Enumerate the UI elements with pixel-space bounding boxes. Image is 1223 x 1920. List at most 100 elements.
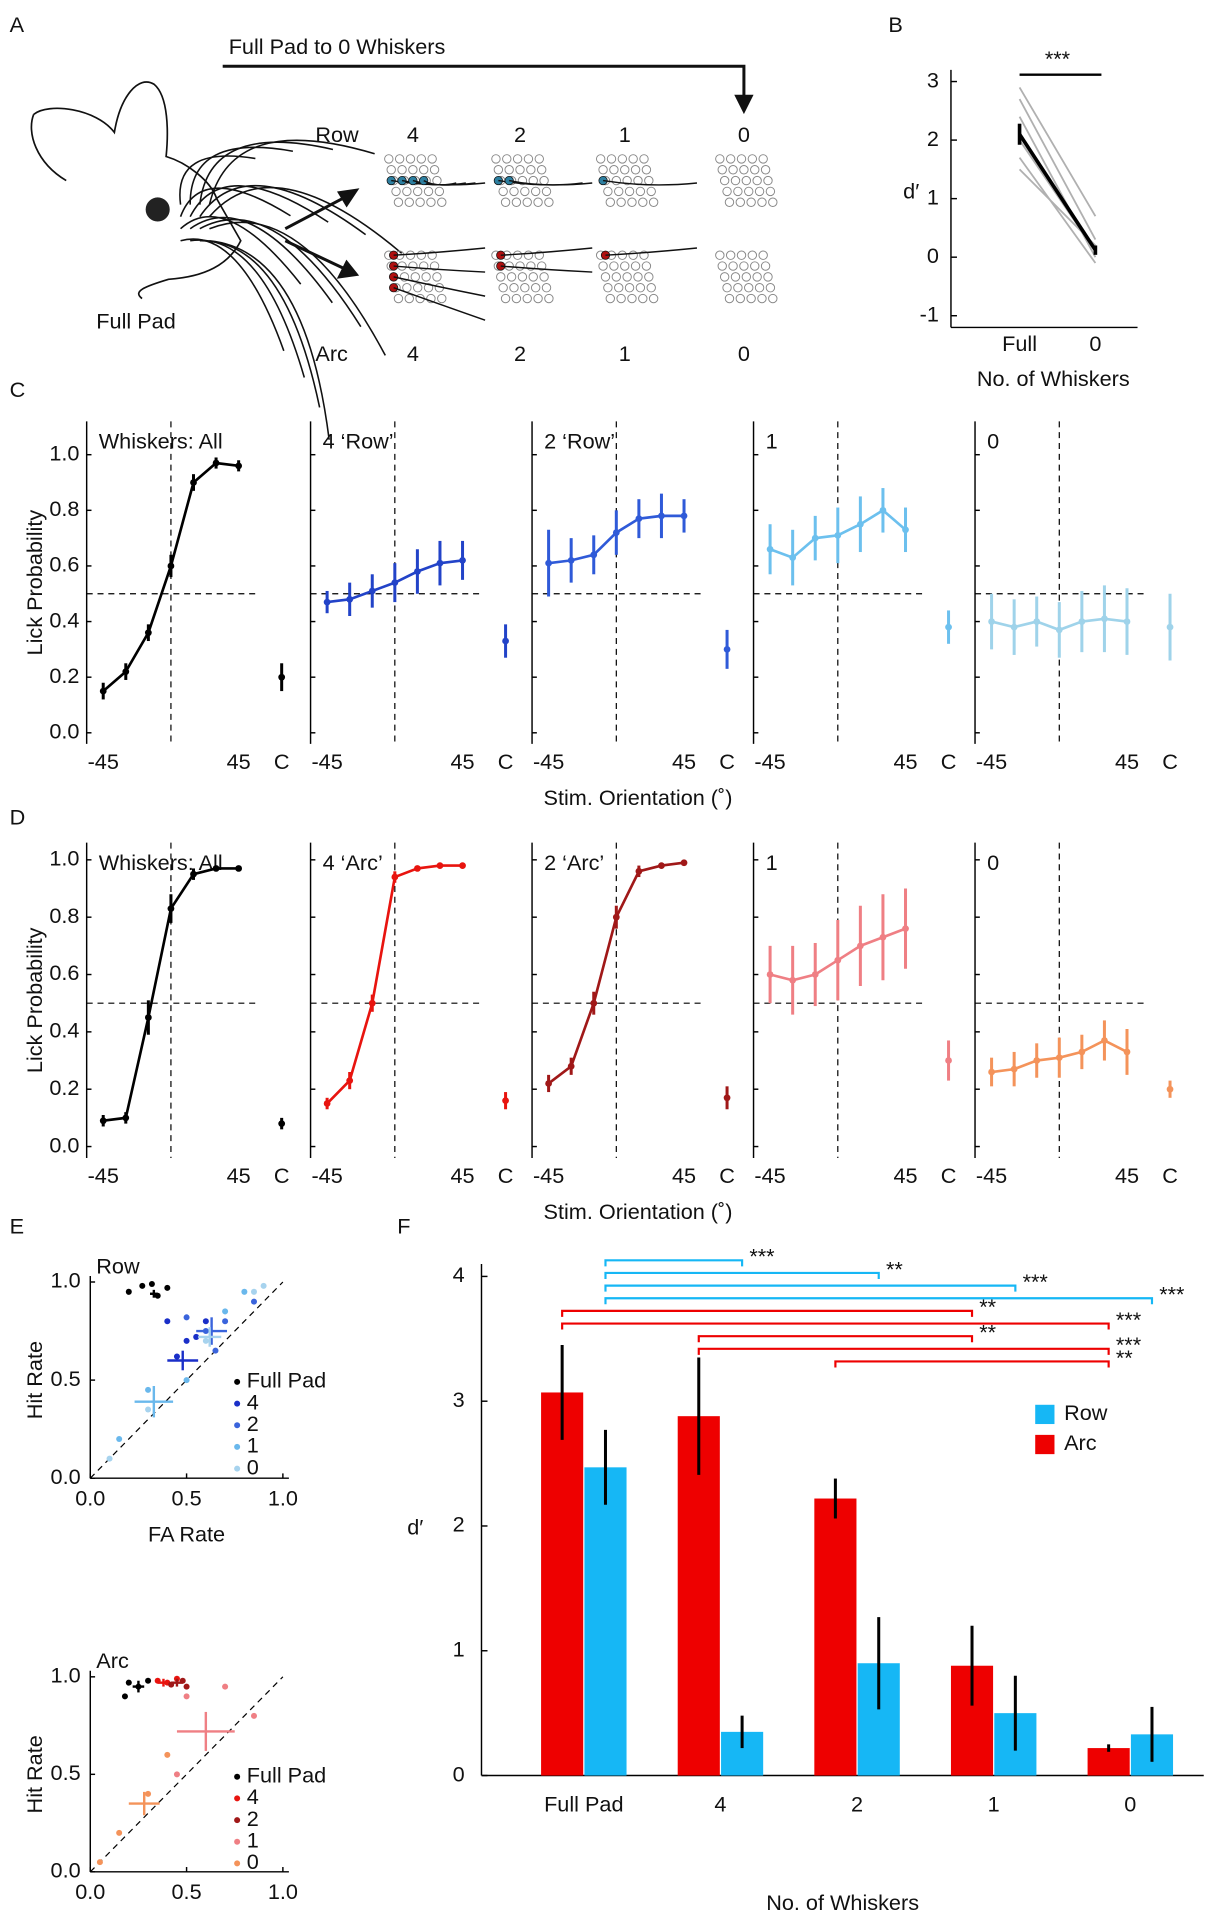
- x-tick-label: 2: [851, 1791, 863, 1816]
- mean-point: [144, 629, 152, 637]
- mean-point: [368, 587, 376, 595]
- follicle: [609, 165, 619, 175]
- follicle: [719, 272, 730, 282]
- x-tick-label: 0: [1089, 331, 1101, 356]
- scatter-point: [260, 1282, 267, 1289]
- catch-point: [723, 1094, 731, 1102]
- follicle: [746, 293, 756, 304]
- spared-whisker-shaft: [393, 276, 486, 297]
- follicle: [429, 165, 440, 175]
- follicle: [630, 165, 641, 175]
- follicle: [758, 154, 768, 164]
- follicle: [416, 250, 427, 260]
- y-axis-label: Lick Probability: [22, 510, 47, 656]
- x-tick-label: -45: [976, 1163, 1007, 1188]
- follicle: [638, 293, 648, 304]
- y-tick-label: 0.2: [49, 1075, 79, 1100]
- mean-point: [323, 598, 331, 606]
- bar: [541, 1392, 584, 1776]
- mean-point: [144, 1014, 152, 1021]
- follicle: [526, 165, 536, 175]
- catch-label: C: [1162, 1163, 1178, 1188]
- follicle: [757, 293, 767, 304]
- significance-label: **: [886, 1256, 903, 1281]
- mean-point: [879, 933, 887, 941]
- follicle: [522, 293, 532, 304]
- follicle: [598, 261, 608, 271]
- mean-point: [167, 562, 175, 570]
- mean-point: [414, 865, 421, 872]
- follicle: [739, 261, 749, 271]
- scatter-point: [164, 1318, 171, 1325]
- legend-label: 2: [247, 1411, 259, 1436]
- subject-line: [1018, 157, 1097, 264]
- x-tick-label: 45: [672, 1163, 696, 1188]
- scatter-point: [222, 1683, 229, 1690]
- spared-whisker-shaft: [605, 247, 698, 256]
- mean-point: [212, 459, 220, 467]
- panel-title: 4 ‘Row’: [323, 429, 394, 454]
- catch-label: C: [941, 1163, 957, 1188]
- y-tick-label: 0.0: [51, 1858, 81, 1883]
- mean-point: [590, 551, 598, 559]
- follicle: [736, 154, 747, 164]
- x-tick-label: 45: [893, 749, 917, 774]
- mean-point: [1033, 618, 1041, 625]
- follicle: [628, 250, 638, 260]
- follicle: [728, 165, 738, 175]
- follicle: [639, 250, 649, 260]
- mean-point: [190, 479, 197, 486]
- mean-point: [612, 913, 620, 921]
- mean-point: [612, 529, 620, 536]
- panel-label: C: [10, 377, 26, 402]
- x-tick-label: 0.0: [75, 1486, 105, 1511]
- follicle: [528, 272, 538, 282]
- spared-whisker-shaft: [393, 247, 486, 256]
- scatter-point: [139, 1282, 146, 1289]
- x-tick-label: -45: [533, 1163, 564, 1188]
- whisker-grids: [384, 154, 778, 321]
- follicle: [616, 197, 626, 207]
- significance-label: **: [979, 1294, 996, 1319]
- bar: [677, 1416, 720, 1776]
- x-tick-label: 45: [227, 1163, 251, 1188]
- follicle: [750, 165, 760, 175]
- catch-label: C: [941, 749, 957, 774]
- arc-count: 4: [407, 341, 419, 366]
- follicle: [620, 165, 630, 175]
- follicle: [426, 293, 436, 304]
- follicle: [622, 272, 632, 282]
- panel-title: Whiskers: All: [99, 429, 223, 454]
- mean-point: [1010, 1065, 1018, 1073]
- follicle: [617, 154, 628, 164]
- follicle: [413, 283, 423, 293]
- mean-point: [857, 520, 864, 528]
- follicle: [515, 165, 525, 175]
- mean-point: [590, 999, 598, 1007]
- mean-point: [414, 568, 421, 575]
- follicle: [741, 175, 752, 186]
- follicle: [491, 154, 501, 164]
- legend-label: 4: [247, 1784, 259, 1809]
- subject-line: [1018, 98, 1097, 241]
- x-tick-label: -45: [88, 1163, 119, 1188]
- x-tick-label: 0.5: [172, 1879, 202, 1904]
- mean-point: [789, 976, 797, 984]
- mean-point: [1078, 618, 1086, 625]
- mean-point: [391, 873, 399, 881]
- follicle: [426, 197, 436, 207]
- panel-title: 1: [766, 429, 778, 454]
- legend-label: Row: [1064, 1400, 1108, 1425]
- x-tick-label: 0.0: [75, 1879, 105, 1904]
- row-count: 1: [619, 122, 631, 147]
- y-tick-label: 1.0: [49, 846, 79, 871]
- catch-label: C: [1162, 749, 1178, 774]
- x-axis-label: No. of Whiskers: [977, 366, 1130, 391]
- follicle: [611, 272, 622, 282]
- follicle: [397, 165, 407, 175]
- mean-point: [1101, 1037, 1108, 1044]
- y-tick-label: 0.4: [49, 1018, 79, 1043]
- follicle: [415, 197, 425, 207]
- follicle: [758, 250, 768, 260]
- x-tick-label: -45: [754, 1163, 785, 1188]
